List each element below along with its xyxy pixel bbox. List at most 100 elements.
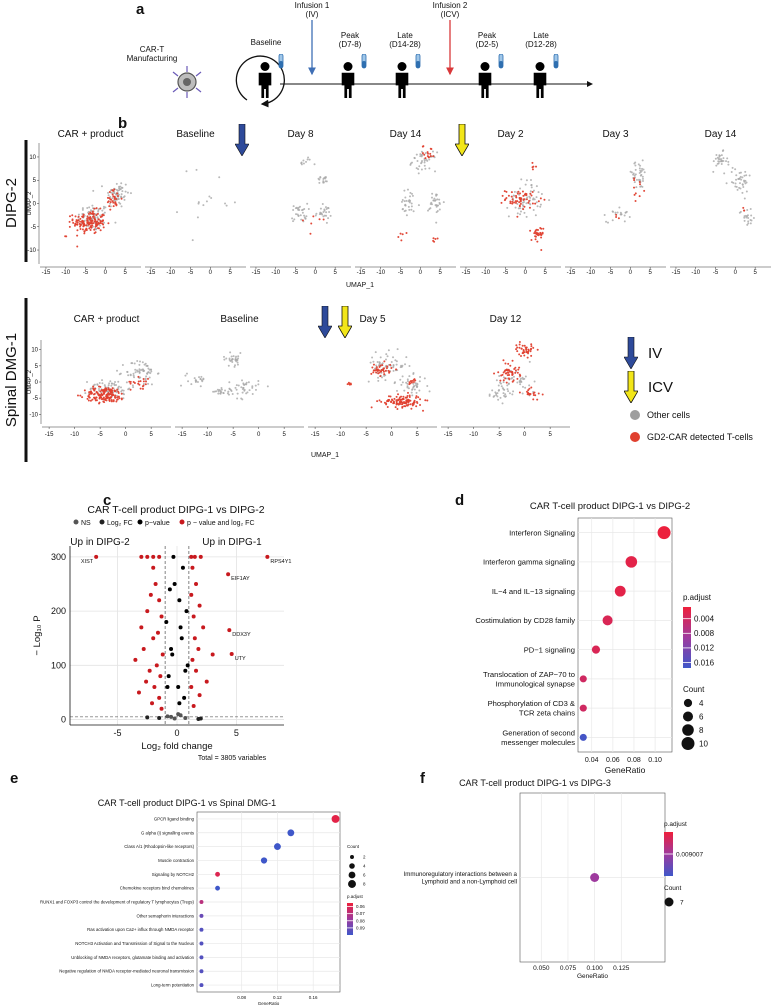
patient-icon xyxy=(258,62,272,98)
umap-cell xyxy=(507,362,510,365)
umap-cell xyxy=(88,391,91,394)
timeline-label: (D12-28) xyxy=(525,40,557,49)
umap-cell xyxy=(513,194,516,197)
x-tick-label: 5 xyxy=(228,270,232,276)
umap-cell xyxy=(305,215,308,218)
umap-cell xyxy=(321,202,324,205)
umap-cell xyxy=(504,393,507,396)
dot xyxy=(331,814,340,823)
umap-cell xyxy=(208,195,211,198)
umap-cell xyxy=(534,230,537,233)
umap-cell xyxy=(716,162,719,165)
point xyxy=(139,554,144,559)
point xyxy=(157,554,162,559)
umap-cell xyxy=(423,153,426,156)
legend-icv-arrow xyxy=(624,371,638,403)
umap-cell xyxy=(257,383,260,386)
umap-cell xyxy=(92,222,95,225)
umap-cell xyxy=(390,360,393,363)
chart-title: CAR T-cell product DIPG-1 vs DIPG-3 xyxy=(459,778,611,788)
umap-cell xyxy=(292,220,295,223)
colorbar-label: 0.06 xyxy=(356,904,365,909)
umap-cell xyxy=(150,370,153,373)
point xyxy=(153,581,158,586)
umap-cell xyxy=(519,207,522,210)
timeline-label: Manufacturing xyxy=(127,54,178,63)
umap-cell xyxy=(68,215,71,218)
umap-cell xyxy=(392,364,395,367)
size-legend-dot xyxy=(682,724,694,736)
umap-cell xyxy=(119,202,122,205)
umap-cell xyxy=(620,213,623,216)
umap-cell xyxy=(511,198,514,201)
umap-cell xyxy=(395,368,398,371)
umap-cell xyxy=(404,203,407,206)
umap-cell xyxy=(412,372,415,375)
umap-cell xyxy=(405,381,408,384)
umap-cell xyxy=(495,379,498,382)
umap-cell xyxy=(110,399,113,402)
umap-cell xyxy=(434,204,437,207)
umap-cell xyxy=(83,232,86,235)
umap-cell xyxy=(118,185,121,188)
timeline-label: (D7-8) xyxy=(339,40,362,49)
umap-cell xyxy=(514,206,517,209)
umap-cell xyxy=(531,191,534,194)
umap-cell xyxy=(532,398,535,401)
panel-title: Day 2 xyxy=(497,129,524,140)
umap-cell xyxy=(438,198,441,201)
x-tick-label: -5 xyxy=(230,432,236,438)
x-tick-label: 0.04 xyxy=(585,757,599,764)
point xyxy=(194,581,199,586)
umap-cell xyxy=(521,344,524,347)
umap-cell xyxy=(100,398,103,401)
x-tick-label: -5 xyxy=(114,728,122,738)
umap-cell xyxy=(399,366,402,369)
umap-cell xyxy=(389,395,392,398)
umap-cell xyxy=(408,394,411,397)
umap-cell xyxy=(422,409,425,412)
umap-cell xyxy=(542,227,545,230)
umap-cell xyxy=(510,377,513,380)
umap-cell xyxy=(241,379,244,382)
umap-cell xyxy=(392,356,395,359)
umap-cell xyxy=(245,381,248,384)
umap-cell xyxy=(405,401,408,404)
umap-cell xyxy=(137,380,140,383)
umap-cell xyxy=(236,361,239,364)
umap-cell xyxy=(435,211,438,214)
x-tick-label: -5 xyxy=(496,432,502,438)
umap-cell xyxy=(386,406,389,409)
umap-cell xyxy=(194,378,197,381)
umap-cell xyxy=(95,391,98,394)
umap-cell xyxy=(519,187,522,190)
umap-cell xyxy=(106,395,109,398)
timeline-label: Peak xyxy=(341,31,360,40)
x-tick-label: -15 xyxy=(252,270,261,276)
umap-cell xyxy=(397,399,400,402)
umap-cell xyxy=(157,372,160,375)
umap-cell xyxy=(380,400,383,403)
point xyxy=(94,554,99,559)
panel-label: e xyxy=(10,770,18,787)
umap-cell xyxy=(117,386,120,389)
panel-label: c xyxy=(103,492,111,509)
umap-cell xyxy=(408,364,411,367)
umap-cell xyxy=(130,362,133,365)
dot xyxy=(215,885,220,891)
umap-cell xyxy=(81,228,84,231)
umap-cell xyxy=(96,216,99,219)
umap-cell xyxy=(319,207,322,210)
umap-cell xyxy=(406,378,409,381)
umap-cell xyxy=(535,228,538,231)
umap-cell xyxy=(511,370,514,373)
umap-cell xyxy=(720,159,723,162)
umap-cell xyxy=(499,379,502,382)
timeline-label: Baseline xyxy=(251,38,282,47)
umap-cell xyxy=(129,388,132,391)
umap-cell xyxy=(417,396,420,399)
point xyxy=(227,628,232,633)
umap-cell xyxy=(92,385,95,388)
dot xyxy=(199,941,204,946)
